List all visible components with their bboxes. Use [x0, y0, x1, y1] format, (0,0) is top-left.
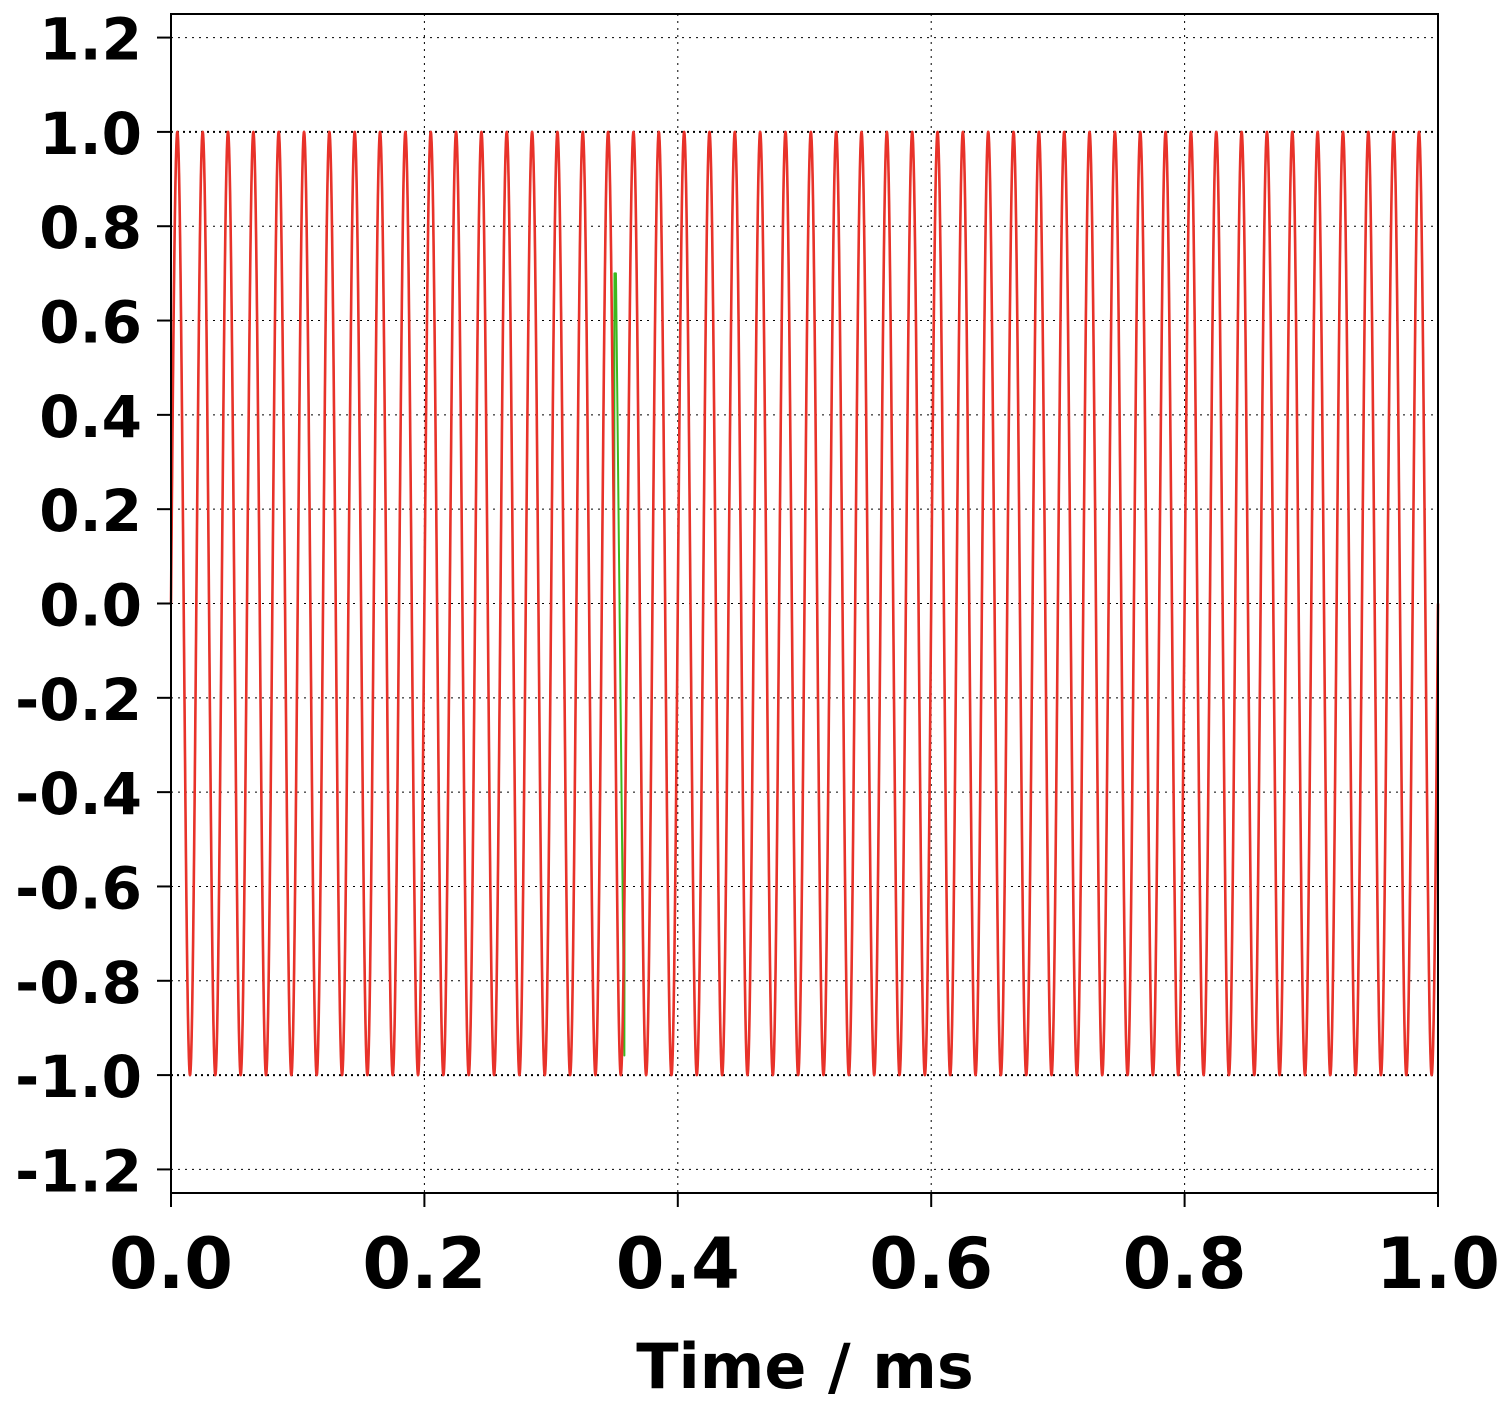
y-tick-labels: 1.2 1.0 0.8 0.6 0.4 0.2 0.0 -0.2 -0.4 -0.6 -0.8 -1.… — [15, 6, 142, 1206]
x-axis-label: Time / ms — [636, 1330, 974, 1403]
y-tick-label: -1.2 — [15, 1137, 142, 1205]
y-tick-label: 0.2 — [39, 477, 142, 545]
x-tick-label: 0.6 — [869, 1223, 993, 1305]
plot-frame — [170, 13, 1439, 1194]
x-tick-label: 0.4 — [616, 1223, 740, 1305]
y-tick-label: 0.8 — [39, 194, 142, 262]
y-tick-label: -0.4 — [15, 760, 142, 828]
y-tick-label: 1.0 — [39, 100, 142, 168]
x-tick-label: 0.2 — [362, 1223, 486, 1305]
y-tick-label: -1.0 — [15, 1043, 142, 1111]
y-tick-label: 1.2 — [39, 6, 142, 74]
series-layer — [169, 130, 1440, 1077]
y-tick-label: 0.0 — [39, 572, 142, 640]
x-tick-label: 0.8 — [1123, 1223, 1247, 1305]
axes — [157, 13, 1439, 1207]
y-tick-label: 0.6 — [39, 289, 142, 357]
y-tick-label: 0.4 — [39, 383, 142, 451]
x-tick-label: 1.0 — [1376, 1223, 1500, 1305]
y-tick-label: -0.8 — [15, 949, 142, 1017]
y-tick-label: -0.2 — [15, 666, 142, 734]
x-tick-labels: 0.0 0.2 0.4 0.6 0.8 1.0 — [109, 1223, 1500, 1305]
series-line-red — [169, 130, 1440, 1077]
x-tick-label: 0.0 — [109, 1223, 233, 1305]
y-tick-label: -0.6 — [15, 854, 142, 922]
